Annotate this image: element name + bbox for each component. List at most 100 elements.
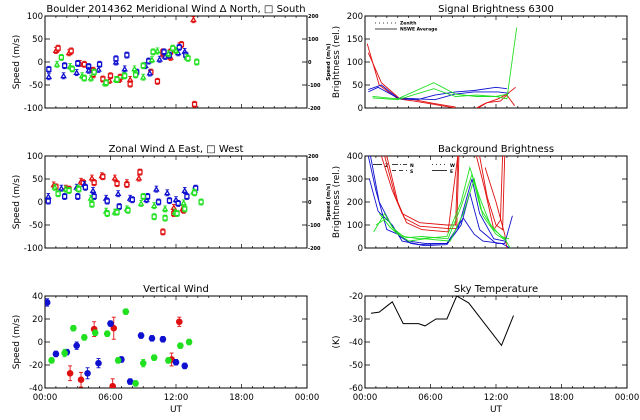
marker-square [113,56,119,62]
data-point [89,187,97,194]
data-point [75,193,81,200]
marker-dot [48,357,55,364]
chart-signal: Signal Brightness 6300 200 150 100 50 0 Bright… [332,4,628,114]
data-point [58,53,65,61]
data-point [124,51,130,59]
data-point [191,189,198,197]
series-red-3 [476,86,516,108]
series-red-4 [475,156,504,231]
series-line [370,156,513,247]
data-point [127,80,133,88]
data-point [185,54,191,62]
series-line [476,86,516,108]
data-point [60,72,67,80]
marker-dot [139,359,147,367]
marker-square [91,69,97,75]
y-axis-label-right: Speed (m/s) [326,43,332,81]
data-point [161,205,169,213]
x-tick-label: 00:00 [295,393,320,403]
data-point [81,60,87,68]
marker-triangle [131,65,138,72]
chart-zonal: Zonal Wind Δ East, □ West 100 200 50 100 0 0 -5… [12,144,332,254]
data-point [126,378,134,385]
marker-dot [61,349,68,357]
data-point [146,57,152,65]
marker-square [127,81,133,87]
marker-triangle [153,185,160,192]
marker-square [184,193,190,200]
data-point [100,173,106,181]
chart-title: Sky Temperature [454,284,538,295]
data-point [55,190,61,198]
legend-label: W [450,163,455,169]
y-axis-label: Brightness (rel.) [332,26,342,98]
data-point [62,62,68,70]
marker-triangle [85,66,92,73]
marker-square [91,193,97,200]
data-point [139,359,147,368]
x-tick-label: 12:00 [164,393,189,403]
marker-square [107,73,114,79]
data-point [175,316,183,327]
marker-square [182,206,188,212]
series-line [368,86,510,101]
marker-square [174,210,180,217]
data-point [150,48,156,56]
y-tick-label: 0 [358,244,363,254]
marker-square [58,54,65,61]
marker-square [122,73,128,79]
data-point [154,77,161,85]
y-tick-label: 100 [347,58,363,68]
marker-triangle [156,55,163,62]
marker-square [124,52,130,58]
series-line [380,156,459,226]
marker-square [55,45,61,51]
y-tick-label-right: -200 [308,106,321,112]
marker-square [69,66,75,72]
data-point [114,190,122,198]
data-point [69,65,75,73]
data-point [122,72,128,80]
marker-dot [73,342,80,349]
marker-dot [137,332,145,339]
plot-frame [364,295,628,389]
data-point [84,367,91,380]
data-point [132,71,139,79]
data-point [114,357,122,364]
data-point [131,65,138,73]
y-tick-label: -30 [349,315,363,325]
chart-title: Signal Brightness 6300 [438,4,554,15]
data-point [122,308,130,315]
marker-square [68,48,74,54]
data-point [66,187,72,194]
data-point [76,185,82,193]
marker-square [191,101,198,107]
marker-square [104,210,110,217]
marker-triangle [172,47,180,53]
y-tick-label-right: -200 [308,246,321,252]
marker-square [176,44,182,50]
data-point [103,79,109,87]
chart-title: Boulder 2014362 Meridional Wind Δ North,… [46,4,305,15]
data-point [114,180,120,188]
marker-dot [177,342,184,349]
data-point [198,198,204,206]
data-layer [370,296,514,347]
y-axis-label: Speed (m/s) [12,35,22,90]
marker-square [129,197,135,203]
x-tick-label: 06:00 [418,393,443,403]
data-point [85,66,92,74]
series-line [479,156,506,231]
marker-square [151,214,157,220]
marker-triangle [95,66,102,72]
y-tick-label: 200 [347,198,363,208]
data-point [113,55,119,63]
marker-triangle [58,184,65,191]
y-tick-label: -50 [29,81,43,91]
y-tick-label-right: 0 [308,60,312,66]
y-tick-label: 40 [32,292,43,302]
y-axis-label: Speed (m/s) [12,175,22,230]
data-point [103,330,111,338]
marker-square [198,199,204,205]
data-point [146,69,154,77]
